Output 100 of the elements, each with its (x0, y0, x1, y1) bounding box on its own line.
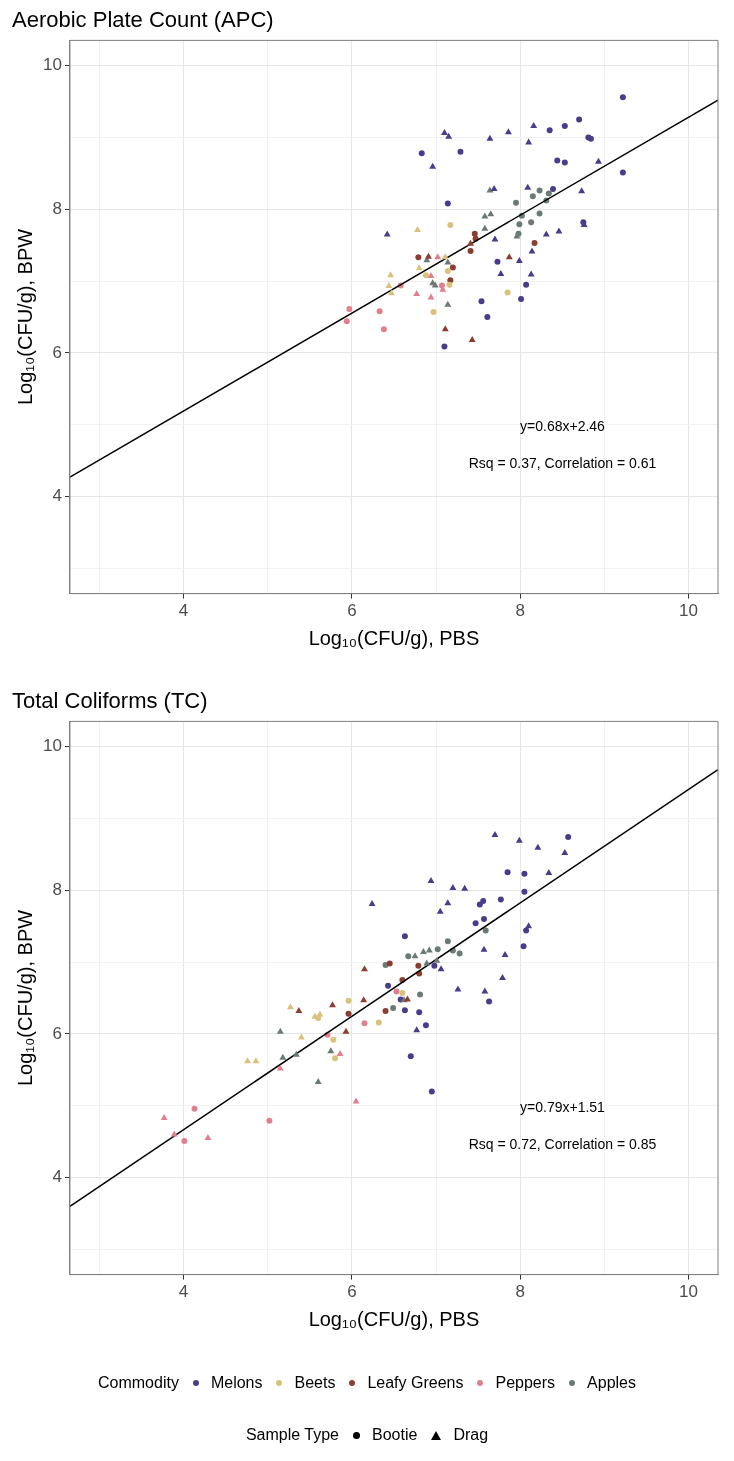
point (429, 162, 437, 169)
point (375, 1019, 382, 1026)
point (276, 1027, 284, 1034)
point (461, 884, 469, 891)
x-axis-title: Log₁₀(CFU/g), PBS (308, 1307, 480, 1330)
point (521, 888, 528, 895)
point (530, 121, 538, 128)
point (422, 1022, 429, 1029)
y-tick-label: 6 (52, 342, 62, 362)
x-tick-label: 4 (178, 1282, 189, 1302)
point (415, 962, 422, 969)
point (332, 1055, 339, 1062)
point (425, 946, 433, 953)
point (497, 896, 504, 903)
point (387, 271, 395, 278)
point (515, 836, 523, 843)
category-label: Bootie (372, 1426, 418, 1444)
point (382, 1007, 389, 1014)
y-tick-label: 8 (52, 879, 62, 899)
point (437, 965, 445, 972)
point (252, 1057, 260, 1064)
point (481, 915, 488, 922)
point (316, 1010, 324, 1017)
point (427, 272, 435, 279)
point (486, 134, 494, 141)
point (399, 989, 406, 996)
point (524, 183, 532, 190)
point (430, 308, 437, 315)
point (343, 318, 350, 325)
point (545, 190, 552, 197)
point (427, 293, 435, 300)
point (405, 953, 412, 960)
point (401, 933, 408, 940)
point (360, 996, 368, 1003)
point (434, 253, 442, 260)
point (444, 899, 452, 906)
point (520, 943, 527, 950)
point (487, 210, 495, 217)
point (386, 960, 393, 967)
point (390, 1005, 397, 1012)
point (486, 998, 493, 1005)
x-axis-title: Log₁₀(CFU/g), PBS (308, 626, 480, 649)
point (449, 884, 457, 891)
point (490, 185, 498, 192)
point (484, 314, 491, 320)
point (329, 1001, 336, 1008)
point (445, 132, 453, 139)
point (561, 848, 569, 855)
point (440, 129, 448, 136)
point (536, 187, 543, 194)
point (413, 290, 421, 297)
chart-title: Aerobic Plate Count (APC) (12, 7, 274, 33)
point (482, 927, 489, 934)
point (467, 247, 474, 254)
point (456, 950, 463, 957)
point (279, 1053, 287, 1060)
legend-label: Apples (587, 1374, 636, 1392)
annotation: Rsq = 0.37, Correlation = 0.61 (468, 455, 657, 472)
point (181, 1137, 188, 1144)
point (266, 1117, 273, 1124)
point (441, 325, 449, 332)
point (295, 1006, 303, 1013)
legend-label: Peppers (495, 1374, 556, 1392)
point (528, 247, 536, 254)
y-tick-label: 10 (42, 55, 62, 75)
y-tick-label: 4 (52, 1167, 62, 1187)
point (346, 306, 353, 313)
point (314, 1078, 322, 1085)
point (345, 1010, 352, 1017)
point (536, 210, 543, 217)
point (204, 1134, 212, 1141)
point (446, 281, 453, 288)
point (385, 982, 392, 989)
point (494, 258, 501, 265)
point (417, 991, 424, 998)
point (578, 187, 586, 194)
point (513, 199, 519, 206)
annotation: Rsq = 0.72, Correlation = 0.85 (468, 1136, 657, 1153)
point (481, 224, 489, 231)
point (476, 901, 483, 908)
x-tick-label: 6 (347, 1282, 357, 1302)
legend-label: Beets (294, 1374, 336, 1392)
point (504, 128, 512, 135)
point (380, 326, 387, 333)
point (554, 157, 561, 164)
point (480, 945, 488, 952)
point (415, 264, 423, 271)
point (160, 1113, 168, 1120)
point (478, 298, 485, 305)
point (342, 1027, 350, 1034)
point (521, 870, 528, 877)
point (292, 1050, 300, 1057)
point (529, 193, 536, 200)
point (531, 240, 538, 246)
point (431, 962, 438, 969)
point (467, 239, 475, 246)
category-label: Drag (453, 1426, 489, 1444)
point (619, 94, 626, 101)
point (528, 219, 535, 226)
point (441, 343, 448, 350)
